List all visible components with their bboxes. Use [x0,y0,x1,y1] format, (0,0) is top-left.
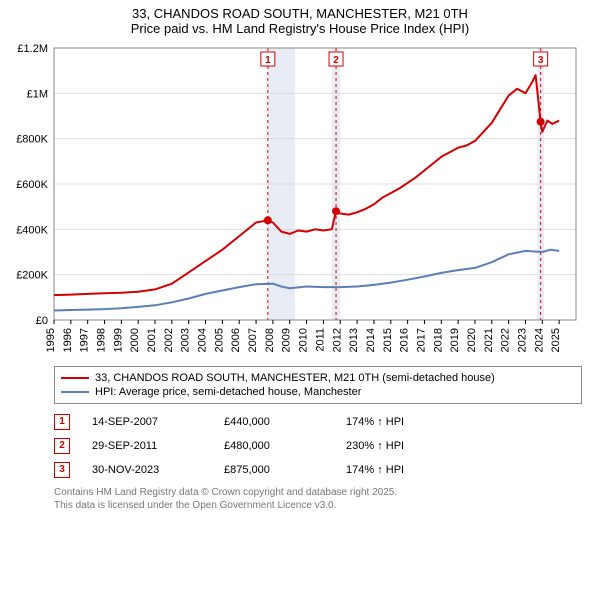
transaction-date: 30-NOV-2023 [92,464,202,476]
svg-text:2024: 2024 [533,328,545,352]
page: 33, CHANDOS ROAD SOUTH, MANCHESTER, M21 … [0,0,600,512]
svg-text:2023: 2023 [516,328,528,352]
svg-text:2015: 2015 [382,328,394,352]
svg-text:2016: 2016 [399,328,411,352]
svg-text:2010: 2010 [298,328,310,352]
svg-text:1: 1 [265,55,271,66]
transaction-price: £440,000 [224,416,324,428]
transaction-marker: 3 [54,462,70,478]
transaction-row: 1 14-SEP-2007 £440,000 174% ↑ HPI [54,410,582,434]
chart: £0 £200K £400K £600K £800K £1M £1.2M 1 2 3 1995 199… [0,40,600,360]
svg-text:1995: 1995 [45,328,57,352]
svg-text:£200K: £200K [16,270,48,282]
svg-text:2014: 2014 [365,328,377,352]
svg-text:£600K: £600K [16,179,48,191]
title-line2: Price paid vs. HM Land Registry's House … [0,21,600,36]
svg-text:2006: 2006 [230,328,242,352]
svg-text:£0: £0 [36,315,48,327]
svg-text:2011: 2011 [314,328,326,352]
transaction-marker: 1 [54,414,70,430]
svg-text:2001: 2001 [146,328,158,352]
transaction-pct: 174% ↑ HPI [346,416,466,428]
svg-text:2013: 2013 [348,328,360,352]
svg-text:2020: 2020 [466,328,478,352]
svg-text:2019: 2019 [449,328,461,352]
legend-label: 33, CHANDOS ROAD SOUTH, MANCHESTER, M21 … [95,372,495,384]
svg-text:£400K: £400K [16,224,48,236]
svg-text:2017: 2017 [415,328,427,352]
svg-text:2005: 2005 [213,328,225,352]
chart-title: 33, CHANDOS ROAD SOUTH, MANCHESTER, M21 … [0,0,600,36]
svg-text:1996: 1996 [62,328,74,352]
legend: 33, CHANDOS ROAD SOUTH, MANCHESTER, M21 … [54,366,582,404]
svg-text:2018: 2018 [432,328,444,352]
legend-label: HPI: Average price, semi-detached house,… [95,386,361,398]
svg-text:2007: 2007 [247,328,259,352]
svg-text:1998: 1998 [96,328,108,352]
svg-text:£1M: £1M [27,88,48,100]
svg-text:2000: 2000 [129,328,141,352]
svg-text:2022: 2022 [500,328,512,352]
transaction-pct: 174% ↑ HPI [346,464,466,476]
legend-item: HPI: Average price, semi-detached house,… [61,385,575,399]
transaction-price: £875,000 [224,464,324,476]
svg-text:1997: 1997 [79,328,91,352]
transaction-pct: 230% ↑ HPI [346,440,466,452]
chart-svg: £0 £200K £400K £600K £800K £1M £1.2M 1 2 3 1995 199… [0,40,580,360]
footer: Contains HM Land Registry data © Crown c… [54,486,582,512]
transaction-row: 2 29-SEP-2011 £480,000 230% ↑ HPI [54,434,582,458]
svg-text:2008: 2008 [264,328,276,352]
svg-text:2002: 2002 [163,328,175,352]
svg-text:£1.2M: £1.2M [17,43,48,55]
transaction-date: 29-SEP-2011 [92,440,202,452]
legend-swatch [61,391,89,393]
transaction-date: 14-SEP-2007 [92,416,202,428]
svg-text:2009: 2009 [281,328,293,352]
legend-swatch [61,377,89,379]
transaction-row: 3 30-NOV-2023 £875,000 174% ↑ HPI [54,458,582,482]
footer-line1: Contains HM Land Registry data © Crown c… [54,486,582,499]
svg-text:2003: 2003 [180,328,192,352]
transaction-marker: 2 [54,438,70,454]
svg-text:2: 2 [333,55,339,66]
svg-text:£800K: £800K [16,134,48,146]
svg-text:3: 3 [538,55,544,66]
footer-line2: This data is licensed under the Open Gov… [54,499,582,512]
title-line1: 33, CHANDOS ROAD SOUTH, MANCHESTER, M21 … [0,6,600,21]
transaction-price: £480,000 [224,440,324,452]
svg-text:2021: 2021 [483,328,495,352]
svg-text:2004: 2004 [197,328,209,352]
svg-text:1999: 1999 [112,328,124,352]
svg-text:2025: 2025 [550,328,562,352]
legend-item: 33, CHANDOS ROAD SOUTH, MANCHESTER, M21 … [61,371,575,385]
transactions-table: 1 14-SEP-2007 £440,000 174% ↑ HPI 2 29-SEP-20… [54,410,582,482]
svg-text:2012: 2012 [331,328,343,352]
